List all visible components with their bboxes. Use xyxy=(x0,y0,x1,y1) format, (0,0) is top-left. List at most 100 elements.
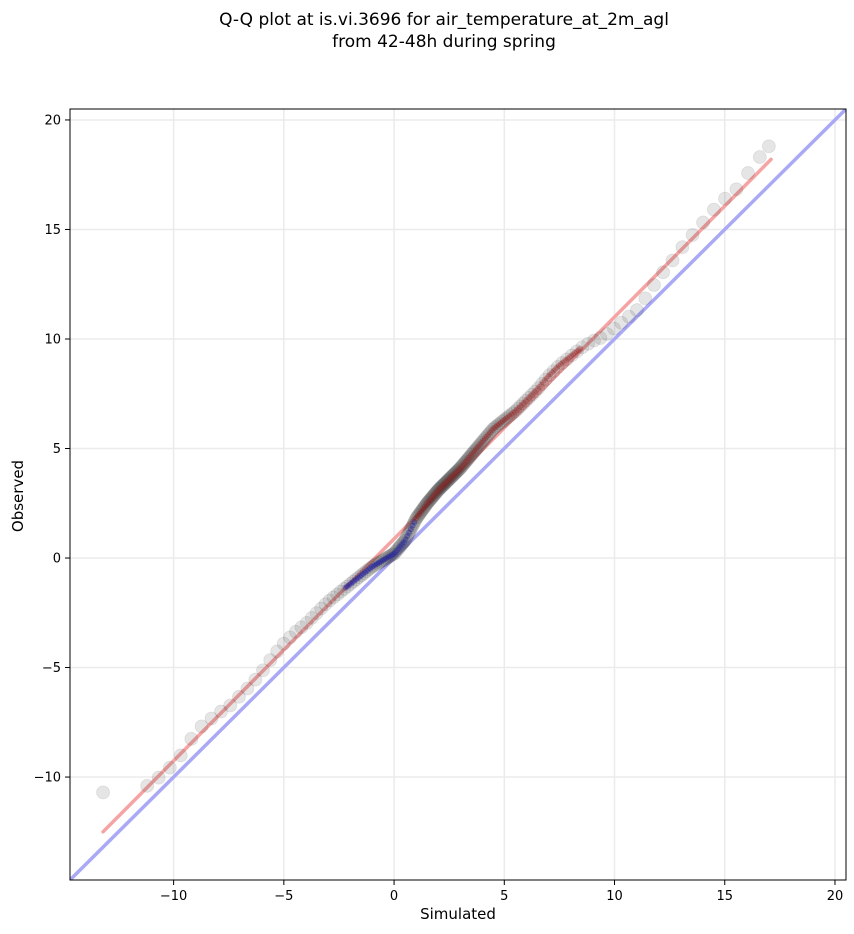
quantile-point xyxy=(469,441,484,456)
quantile-point-highlight xyxy=(497,419,504,426)
quantile-point xyxy=(485,422,500,437)
quantile-point xyxy=(283,630,297,645)
quantile-point xyxy=(223,698,238,713)
quantile-point xyxy=(453,461,468,475)
quantile-point-highlight xyxy=(525,394,532,401)
quantile-point-highlight xyxy=(365,566,372,573)
quantile-point xyxy=(442,472,456,487)
quantile-point xyxy=(318,597,333,612)
quantile-point xyxy=(379,551,394,566)
quantile-point-highlight xyxy=(393,547,400,554)
quantile-point xyxy=(463,449,478,464)
quantile-point xyxy=(442,471,457,486)
quantile-point-highlight xyxy=(483,433,490,440)
quantile-point-highlight xyxy=(374,560,381,567)
quantile-point xyxy=(456,457,471,472)
quantile-point xyxy=(484,424,498,439)
quantile-point xyxy=(410,510,424,525)
quantile-point xyxy=(194,719,209,734)
quantile-point xyxy=(752,150,767,164)
quantile-point xyxy=(433,480,448,495)
quantile-point xyxy=(343,577,358,591)
quantile-point-highlight xyxy=(501,417,508,424)
quantile-point-highlight xyxy=(520,399,527,406)
quantile-point xyxy=(451,463,466,477)
quantile-point-highlight xyxy=(522,398,529,405)
quantile-point-highlight xyxy=(517,403,524,410)
quantile-point xyxy=(418,498,433,513)
grid-lines xyxy=(70,109,846,880)
quantile-point xyxy=(464,447,479,462)
quantile-point-highlight xyxy=(451,470,458,477)
quantile-point-highlight xyxy=(554,364,561,371)
quantile-point-highlight xyxy=(457,465,464,472)
quantile-point xyxy=(436,477,451,492)
quantile-point xyxy=(462,450,477,465)
quantile-point xyxy=(314,601,329,616)
quantile-point xyxy=(173,748,188,763)
quantile-point-highlight xyxy=(511,408,518,415)
quantile-point xyxy=(447,466,462,481)
quantile-point-highlight xyxy=(508,411,515,418)
quantile-point-highlight xyxy=(481,435,488,442)
quantile-point xyxy=(364,560,378,575)
y-tick-label: 10 xyxy=(44,332,61,347)
quantile-point xyxy=(385,547,400,562)
quantile-point xyxy=(555,356,570,370)
x-tick-label: −10 xyxy=(160,889,187,904)
quantile-point xyxy=(429,485,444,500)
quantile-point xyxy=(570,344,584,359)
quantile-point-highlight xyxy=(388,552,395,559)
quantile-point-highlight xyxy=(466,454,473,461)
quantile-point-highlight xyxy=(384,554,391,561)
quantile-point-highlight xyxy=(527,392,534,399)
quantile-point xyxy=(501,410,516,424)
y-tick-label: 15 xyxy=(44,223,61,238)
plot-frame xyxy=(69,108,847,881)
quantile-point-highlight xyxy=(356,573,363,580)
quantile-point-highlight xyxy=(358,572,365,579)
chart-title-line2: from 42-48h during spring xyxy=(332,32,556,52)
quantile-point-highlight xyxy=(570,351,577,358)
quantile-point xyxy=(349,572,364,587)
quantile-point-highlight xyxy=(342,584,349,591)
quantile-point-highlight xyxy=(531,389,538,396)
quantile-point-highlight xyxy=(386,553,393,560)
quantile-point xyxy=(366,559,381,574)
x-tick-label: 0 xyxy=(390,889,398,904)
quantile-point xyxy=(402,525,417,539)
quantile-point xyxy=(374,554,388,569)
quantile-point-highlight xyxy=(557,361,564,368)
quantile-point xyxy=(384,548,398,563)
quantile-point xyxy=(330,587,345,602)
quantile-point xyxy=(394,538,408,553)
quantile-point xyxy=(368,557,383,572)
quantile-point xyxy=(414,503,429,518)
quantile-point xyxy=(162,760,177,775)
quantile-point xyxy=(550,359,565,374)
quantile-point-highlight xyxy=(559,359,566,366)
quantile-point xyxy=(357,566,371,581)
quantile-point xyxy=(184,731,199,746)
quantile-point xyxy=(497,413,511,428)
quantile-point-highlight xyxy=(437,484,444,491)
quantile-point xyxy=(304,610,319,625)
quantile-point xyxy=(521,390,536,405)
y-tick-label: −10 xyxy=(34,771,61,786)
quantile-point-highlight xyxy=(448,473,455,480)
quantile-point xyxy=(256,663,270,678)
quantile-point-highlight xyxy=(441,480,448,487)
quantile-point-highlight xyxy=(552,366,559,373)
chart-title-line1: Q-Q plot at is.vi.3696 for air_temperatu… xyxy=(219,10,669,30)
quantile-point xyxy=(587,333,601,348)
quantile-point-highlight xyxy=(513,406,520,413)
quantile-point xyxy=(581,336,595,351)
quantile-point-highlight xyxy=(432,490,439,497)
quantile-point-highlight xyxy=(391,549,398,556)
quantile-point xyxy=(546,364,561,379)
quantile-point-highlight xyxy=(430,492,437,499)
quantile-point xyxy=(395,537,410,551)
quantile-point-highlight xyxy=(439,482,446,489)
quantile-point-highlight xyxy=(444,477,451,484)
